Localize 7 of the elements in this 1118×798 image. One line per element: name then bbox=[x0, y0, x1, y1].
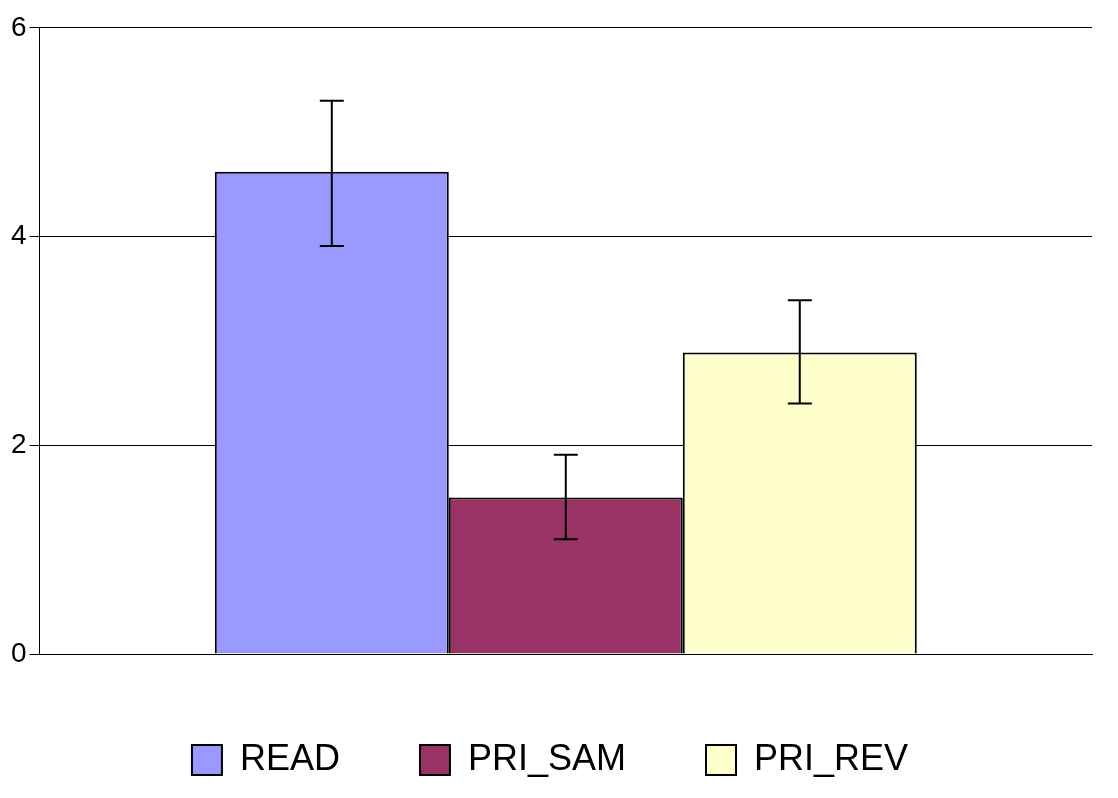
legend-label: PRI_SAM bbox=[467, 736, 627, 778]
legend-label: READ bbox=[239, 736, 340, 778]
legend-label: PRI_REV bbox=[754, 736, 909, 778]
y-tick-label: 2 bbox=[10, 427, 27, 459]
y-tick-label: 6 bbox=[10, 10, 27, 42]
y-tick-label: 0 bbox=[10, 636, 27, 668]
y-tick-label: 4 bbox=[10, 219, 27, 251]
